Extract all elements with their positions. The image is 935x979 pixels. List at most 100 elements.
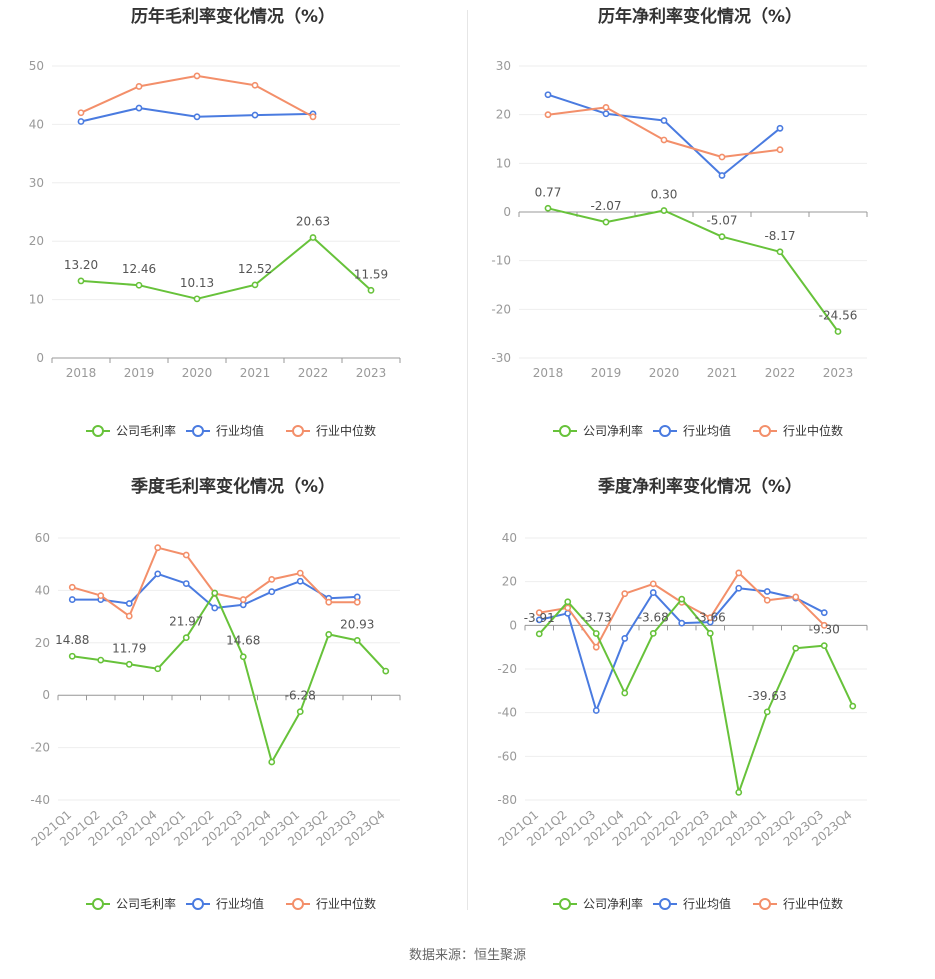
- legend-item-company: 公司毛利率: [86, 423, 176, 438]
- data-point-median: [718, 153, 726, 161]
- y-tick-label: 60: [35, 531, 50, 545]
- data-point-avg: [193, 113, 201, 121]
- y-tick-label: -20: [30, 741, 50, 755]
- data-point-median: [97, 592, 105, 600]
- data-point-avg: [154, 570, 162, 578]
- data-point-company: [239, 653, 247, 661]
- data-label: 12.46: [122, 262, 156, 276]
- x-tick-label: 2020: [649, 366, 680, 380]
- y-tick-label: -30: [491, 351, 511, 365]
- data-label: 12.52: [238, 262, 272, 276]
- data-point-median: [649, 580, 657, 588]
- legend-item-median: 行业中位数: [286, 896, 376, 911]
- data-point-median: [621, 590, 629, 598]
- y-tick-label: 40: [502, 531, 517, 545]
- data-point-avg: [77, 118, 85, 125]
- legend-marker: [292, 898, 304, 910]
- y-tick-label: 30: [29, 176, 44, 190]
- data-point-median: [68, 583, 76, 591]
- legend-label: 行业均值: [216, 423, 264, 438]
- data-label: 20.63: [296, 215, 330, 229]
- data-label: -6.28: [285, 689, 316, 703]
- legend-label: 行业均值: [683, 423, 731, 438]
- series-line-company: [538, 598, 854, 794]
- y-tick-label: -80: [497, 793, 517, 807]
- data-point-company: [544, 204, 552, 212]
- x-tick-label: 2019: [591, 366, 622, 380]
- chart-svg-quarterly-gross: 季度毛利率变化情况（%）-40-2002040602021Q12021Q2202…: [29, 476, 401, 911]
- x-tick-label: 2018: [66, 366, 97, 380]
- legend-label: 行业中位数: [316, 423, 376, 438]
- data-point-avg: [239, 601, 247, 609]
- x-tick-label: 2021: [707, 366, 738, 380]
- legend-marker: [192, 898, 204, 910]
- x-tick-label: 2021: [240, 366, 271, 380]
- data-point-median: [154, 544, 162, 552]
- data-point-median: [296, 569, 304, 577]
- data-point-company: [592, 630, 600, 637]
- y-tick-label: 20: [496, 108, 511, 122]
- data-label: -9.30: [809, 623, 840, 637]
- data-point-company: [706, 629, 714, 637]
- data-label: -2.07: [590, 199, 621, 213]
- data-point-avg: [535, 616, 543, 624]
- data-point-company: [834, 328, 842, 335]
- data-point-company: [678, 595, 686, 603]
- chart-title: 历年净利率变化情况（%）: [598, 6, 802, 27]
- data-point-company: [849, 702, 857, 710]
- data-point-company: [718, 233, 726, 241]
- y-tick-label: -10: [491, 254, 511, 268]
- y-tick-label: 0: [509, 618, 517, 632]
- y-tick-label: 10: [496, 156, 511, 170]
- data-point-company: [353, 636, 361, 644]
- data-point-company: [77, 277, 85, 285]
- y-tick-label: 30: [496, 59, 511, 73]
- data-point-median: [251, 81, 259, 89]
- legend-item-avg: 行业均值: [653, 896, 731, 911]
- data-point-avg: [211, 604, 219, 612]
- y-tick-label: 10: [29, 293, 44, 307]
- legend-marker: [92, 425, 104, 437]
- data-label: -39.63: [748, 689, 787, 703]
- data-point-company: [154, 665, 162, 673]
- data-point-company: [382, 667, 390, 675]
- legend-marker: [659, 898, 671, 910]
- data-point-company: [325, 631, 333, 638]
- data-point-avg: [718, 172, 726, 179]
- y-tick-label: 0: [503, 205, 511, 219]
- data-point-company: [68, 652, 76, 660]
- legend-label: 公司净利率: [583, 423, 643, 438]
- data-point-median: [182, 551, 190, 559]
- data-label: -8.17: [764, 229, 795, 243]
- legend-item-median: 行业中位数: [286, 423, 376, 438]
- data-point-company: [660, 207, 668, 214]
- legend-label: 行业中位数: [783, 896, 843, 911]
- data-point-avg: [592, 707, 600, 714]
- data-label: 14.68: [226, 634, 260, 648]
- series-line-company: [547, 207, 839, 333]
- data-point-company: [820, 642, 828, 650]
- data-point-company: [649, 629, 657, 637]
- legend-label: 行业均值: [683, 896, 731, 911]
- data-label: 11.79: [112, 641, 146, 655]
- data-point-median: [135, 83, 143, 90]
- data-point-median: [544, 111, 552, 119]
- data-point-avg: [776, 124, 784, 132]
- data-point-company: [182, 634, 190, 642]
- data-point-avg: [68, 596, 76, 603]
- chart-title: 季度净利率变化情况（%）: [598, 476, 802, 497]
- x-tick-label: 2022: [298, 366, 329, 380]
- chart-title: 季度毛利率变化情况（%）: [131, 476, 335, 497]
- data-label: 21.97: [169, 615, 203, 629]
- legend-marker: [292, 425, 304, 437]
- chart-svg-annual-net: 历年净利率变化情况（%） -30 -20 -10 0 10 20 30 2018 2019 2020…: [491, 6, 868, 438]
- data-point-median: [268, 575, 276, 583]
- data-point-company: [309, 234, 317, 241]
- y-tick-label: 50: [29, 59, 44, 73]
- data-point-avg: [820, 609, 828, 617]
- data-label: -3.68: [638, 610, 669, 624]
- data-point-median: [660, 136, 668, 144]
- data-point-avg: [602, 110, 610, 118]
- data-label: 0.77: [535, 185, 562, 199]
- legend-item-company: 公司净利率: [553, 423, 643, 438]
